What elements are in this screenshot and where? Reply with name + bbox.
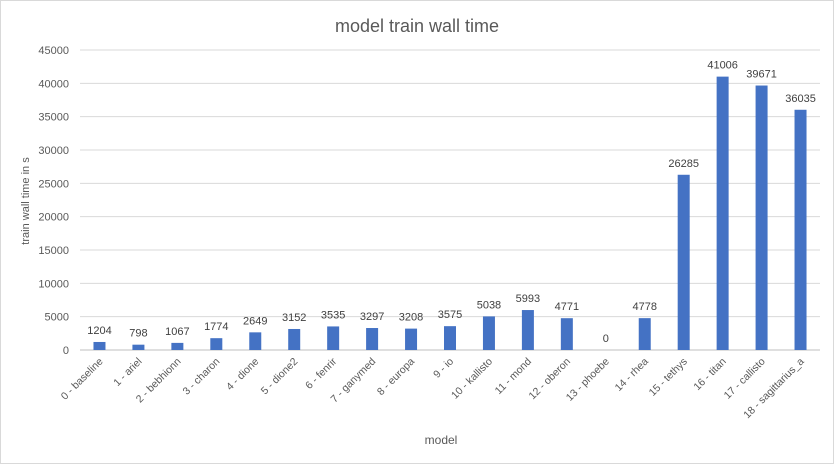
x-tick-label: 15 - tethys xyxy=(647,356,690,399)
bar-value-label: 4771 xyxy=(555,301,579,313)
bar xyxy=(405,328,418,350)
y-tick-label: 30000 xyxy=(38,145,69,157)
data-labels: 1204 798 1067 1774 2649 3152 3535 3297 3208 3575 5… xyxy=(87,60,816,345)
bar xyxy=(755,85,768,350)
x-tick-label: 6 - fenrir xyxy=(303,355,339,391)
y-tick-label: 10000 xyxy=(38,278,69,290)
bar xyxy=(249,332,262,350)
bar-value-label: 1774 xyxy=(204,321,228,333)
bar-value-label: 0 xyxy=(603,333,609,345)
bar-value-label: 41006 xyxy=(707,60,738,72)
bar-value-label: 26285 xyxy=(668,158,699,170)
x-tick-label: 11 - mond xyxy=(493,356,534,397)
x-tick-label: 10 - kallisto xyxy=(449,356,495,402)
bar-value-label: 2649 xyxy=(243,315,267,327)
x-tick-label: 5 - dione2 xyxy=(259,356,301,398)
bar xyxy=(794,109,807,351)
bar xyxy=(560,318,573,350)
x-tick-label: 8 - europa xyxy=(375,356,417,398)
bar xyxy=(327,326,340,350)
bar-value-label: 36035 xyxy=(785,93,816,105)
bar xyxy=(366,328,379,350)
x-tick-label: 1 - ariel xyxy=(111,356,144,389)
y-tick-label: 15000 xyxy=(38,245,69,257)
y-tick-label: 0 xyxy=(63,345,69,357)
bar-value-label: 3152 xyxy=(282,312,306,324)
y-tick-label: 40000 xyxy=(38,78,69,90)
x-tick-label: 9 - io xyxy=(431,356,456,381)
bar-value-label: 4778 xyxy=(632,301,656,313)
bar-value-label: 798 xyxy=(129,328,147,340)
bar xyxy=(288,328,301,350)
bar-value-label: 3535 xyxy=(321,309,345,321)
y-tick-label: 25000 xyxy=(38,178,69,190)
x-tick-label: 0 - baseline xyxy=(59,356,106,403)
x-tick-label: 16 - titan xyxy=(691,356,728,393)
bar xyxy=(677,174,690,350)
bar xyxy=(210,338,223,350)
y-tick-label: 35000 xyxy=(38,112,69,124)
bars xyxy=(93,76,807,351)
bar xyxy=(716,76,729,351)
bar xyxy=(521,310,534,350)
bar xyxy=(482,316,495,350)
bar-value-label: 1204 xyxy=(87,325,111,337)
bar xyxy=(444,326,456,350)
y-axis-label: train wall time in s xyxy=(20,157,32,245)
y-axis-ticks: 0 5000 10000 15000 20000 25000 30000 35000 40000… xyxy=(38,45,69,357)
bar-value-label: 3208 xyxy=(399,312,423,324)
bar xyxy=(171,342,184,350)
bar-value-label: 5038 xyxy=(477,299,501,311)
bar-value-label: 5993 xyxy=(516,293,540,305)
bar-value-label: 1067 xyxy=(165,326,189,338)
x-tick-label: 14 - rhea xyxy=(613,356,651,394)
bar-value-label: 3297 xyxy=(360,311,384,323)
x-tick-label: 3 - charon xyxy=(181,356,223,398)
y-tick-label: 20000 xyxy=(38,212,69,224)
bar xyxy=(638,318,651,350)
chart-title: model train wall time xyxy=(335,16,499,36)
bar-value-label: 39671 xyxy=(746,69,777,81)
bar-value-label: 3575 xyxy=(438,309,462,321)
x-axis-label: model xyxy=(425,433,458,447)
bar xyxy=(93,341,106,350)
y-tick-label: 45000 xyxy=(38,45,69,57)
x-tick-label: 4 - dione xyxy=(224,356,261,393)
y-tick-label: 5000 xyxy=(45,312,69,324)
bar xyxy=(132,344,145,350)
gridlines xyxy=(80,49,820,351)
